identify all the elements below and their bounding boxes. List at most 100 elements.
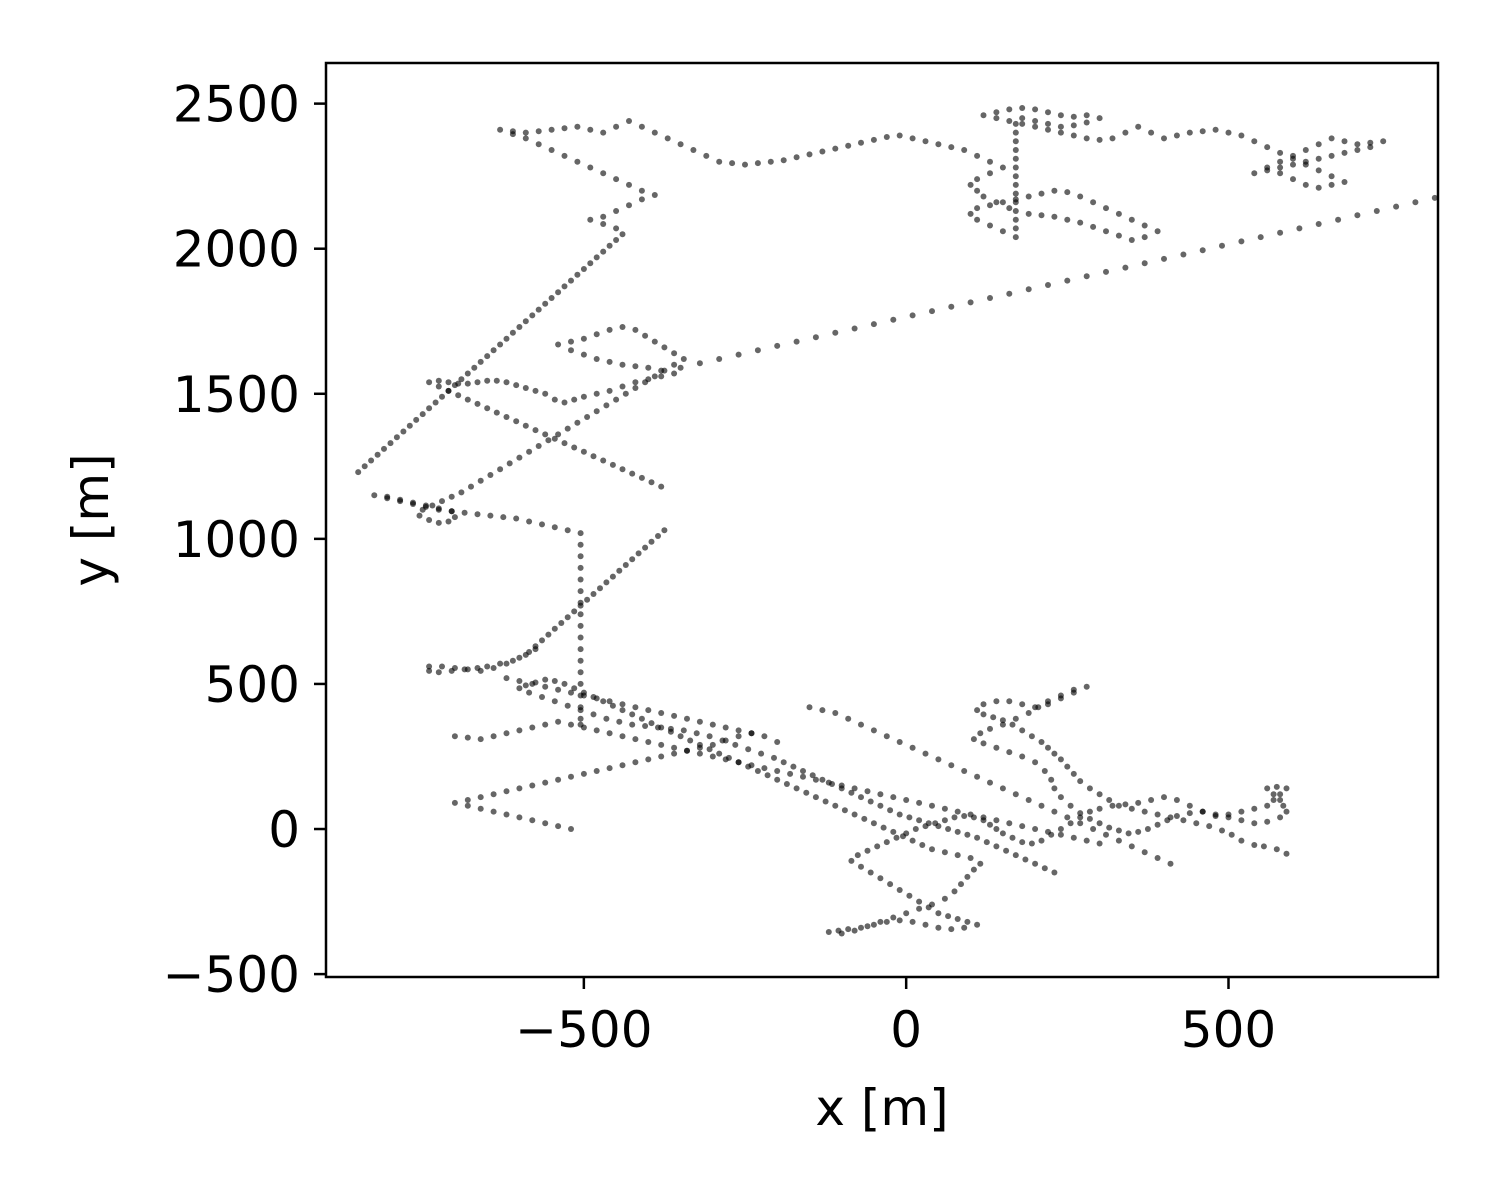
- data-point: [1354, 212, 1361, 219]
- data-point: [684, 747, 690, 754]
- y-tick-label: 0: [268, 801, 300, 859]
- data-point: [484, 663, 491, 670]
- data-point: [539, 521, 545, 528]
- data-point: [551, 396, 558, 403]
- data-point: [1251, 842, 1258, 848]
- data-point: [603, 402, 610, 409]
- data-point: [626, 181, 632, 188]
- data-point: [638, 196, 645, 203]
- data-point: [1180, 251, 1187, 258]
- data-point: [1328, 173, 1335, 180]
- data-point: [645, 756, 652, 763]
- data-point: [464, 396, 471, 403]
- data-point: [1103, 205, 1109, 212]
- data-point: [867, 869, 874, 876]
- data-point: [896, 917, 903, 924]
- data-point: [864, 788, 871, 795]
- data-point: [580, 266, 587, 272]
- data-point: [600, 698, 607, 705]
- data-point: [593, 390, 600, 397]
- data-point: [1373, 208, 1380, 214]
- data-point: [574, 271, 581, 278]
- data-point: [1193, 820, 1200, 827]
- data-point: [864, 923, 871, 930]
- data-point: [1290, 155, 1296, 162]
- data-point: [999, 164, 1006, 171]
- data-point: [448, 493, 455, 500]
- data-point: [1173, 132, 1180, 139]
- data-point: [1083, 683, 1090, 690]
- data-point: [877, 791, 884, 798]
- data-point: [832, 329, 839, 336]
- data-point: [629, 711, 636, 718]
- data-point: [529, 782, 536, 789]
- data-point: [977, 860, 984, 867]
- data-point: [564, 614, 571, 621]
- data-point: [509, 657, 516, 664]
- data-point: [1032, 860, 1039, 867]
- data-point: [1019, 115, 1026, 122]
- data-point: [1283, 850, 1290, 857]
- data-point: [542, 390, 549, 397]
- data-point: [600, 170, 607, 177]
- data-point: [1380, 138, 1387, 145]
- data-point: [429, 502, 436, 509]
- x-tick-label: 500: [1181, 1001, 1276, 1059]
- data-point: [642, 332, 649, 339]
- data-point: [680, 356, 687, 362]
- data-point: [987, 170, 993, 177]
- y-tick-label: 2500: [173, 76, 300, 134]
- data-point: [987, 295, 993, 301]
- data-point: [671, 712, 678, 719]
- data-point: [999, 721, 1006, 728]
- data-point: [1161, 255, 1167, 262]
- data-point: [935, 924, 942, 931]
- data-point: [961, 813, 968, 819]
- data-point: [1038, 837, 1045, 844]
- data-point: [1341, 149, 1348, 156]
- data-point: [1277, 158, 1284, 165]
- data-point: [526, 448, 533, 455]
- data-point: [825, 779, 832, 786]
- data-point: [1070, 834, 1077, 841]
- data-point: [1277, 170, 1284, 177]
- data-point: [935, 910, 942, 917]
- data-point: [448, 508, 455, 515]
- data-point: [638, 123, 645, 130]
- data-point: [1025, 210, 1032, 217]
- data-point: [1028, 840, 1035, 847]
- data-point: [1038, 212, 1045, 219]
- data-point: [858, 721, 864, 728]
- data-point: [545, 631, 552, 638]
- data-point: [1070, 113, 1077, 120]
- data-point: [706, 746, 713, 753]
- data-point: [948, 926, 955, 933]
- data-point: [593, 356, 600, 362]
- data-point: [987, 779, 993, 786]
- data-point: [935, 823, 942, 830]
- data-point: [851, 325, 858, 332]
- data-point: [987, 821, 993, 828]
- data-point: [638, 474, 645, 481]
- data-point: [1032, 123, 1039, 130]
- data-point: [361, 463, 368, 470]
- data-point: [506, 460, 513, 467]
- data-point: [870, 820, 877, 827]
- data-point: [658, 373, 665, 380]
- data-point: [1315, 221, 1322, 227]
- data-point: [1045, 282, 1051, 288]
- data-point: [571, 608, 578, 615]
- data-point: [1006, 106, 1013, 113]
- data-point: [1064, 277, 1071, 284]
- data-point: [532, 387, 539, 394]
- data-point: [793, 338, 800, 345]
- data-point: [619, 466, 626, 473]
- data-point: [1012, 190, 1019, 197]
- data-point: [490, 733, 497, 740]
- data-point: [1115, 837, 1122, 844]
- data-point: [1238, 808, 1245, 815]
- data-point: [970, 736, 977, 743]
- data-point: [558, 620, 565, 626]
- data-point: [1328, 181, 1335, 188]
- data-point: [848, 789, 855, 796]
